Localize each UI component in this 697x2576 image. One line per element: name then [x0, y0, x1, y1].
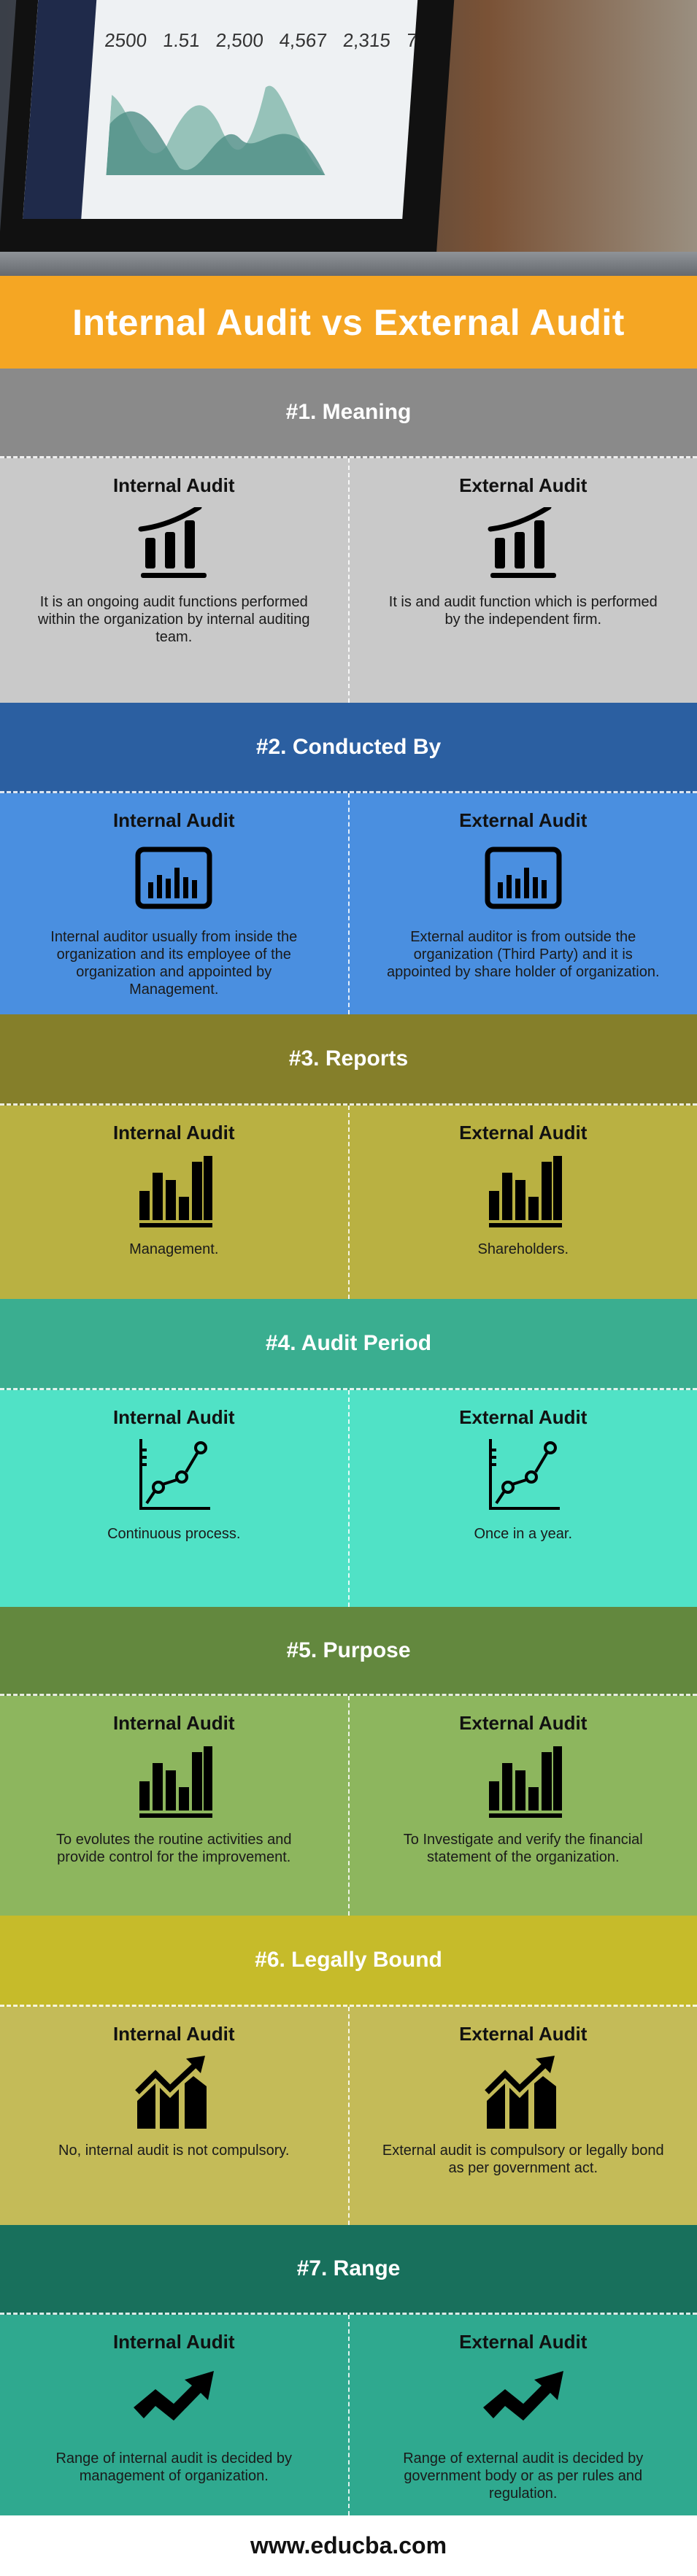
internal-audit-label: Internal Audit	[113, 1712, 235, 1735]
bar-chart-icon	[134, 1745, 214, 1818]
trend-arrow-bars-icon	[134, 2056, 214, 2129]
external-audit-description: It is and audit function which is perfor…	[381, 593, 666, 628]
line-graph-icon	[483, 1439, 563, 1512]
dashboard-sidebar	[23, 0, 96, 219]
dashboard-stat: 7,325	[406, 29, 417, 52]
internal-audit-label: Internal Audit	[113, 1406, 235, 1429]
internal-audit-description: It is an ongoing audit functions perform…	[31, 593, 316, 646]
comparison-section: #1. Meaning Internal Audit It is an ongoin…	[0, 369, 697, 703]
section-body: Internal Audit No, internal audit is not …	[0, 2007, 697, 2225]
comparison-section: #7. Range Internal Audit Range of internal…	[0, 2225, 697, 2515]
external-audit-label: External Audit	[459, 1122, 587, 1144]
internal-audit-column: Internal Audit Internal auditor usually f…	[0, 793, 350, 1014]
growth-curve-bars-icon	[483, 507, 563, 580]
section-heading: #3. Reports	[0, 1014, 697, 1106]
section-heading: #2. Conducted By	[0, 703, 697, 793]
internal-audit-label: Internal Audit	[113, 474, 235, 497]
internal-audit-description: To evolutes the routine activities and p…	[31, 1831, 316, 1866]
dashboard-stat: 1.51	[162, 29, 201, 52]
internal-audit-description: No, internal audit is not compulsory.	[58, 2142, 289, 2159]
external-audit-description: Shareholders.	[477, 1241, 569, 1258]
dashboard-stat: 2,500	[215, 29, 264, 52]
external-audit-column: External Audit Shareholders.	[350, 1106, 697, 1299]
section-heading: #1. Meaning	[0, 369, 697, 458]
comparison-section: #3. Reports Internal Audit Management. Exte…	[0, 1014, 697, 1299]
dashboard-stat: 2,315	[342, 29, 391, 52]
internal-audit-column: Internal Audit Continuous process.	[0, 1390, 350, 1607]
hero-photo-laptop-dashboard: 2500 1.51 2,500 4,567 2,315 7,325	[0, 0, 697, 276]
external-audit-column: External Audit To Investigate and verify …	[350, 1696, 697, 1916]
internal-audit-description: Management.	[129, 1241, 218, 1258]
section-body: Internal Audit It is an ongoing audit fun…	[0, 458, 697, 703]
monitor-chart-icon	[134, 842, 214, 915]
internal-audit-label: Internal Audit	[113, 2023, 235, 2045]
dashboard-stat: 2500	[104, 29, 147, 52]
dashboard-stat: 4,567	[279, 29, 328, 52]
area-chart-graphic	[106, 80, 331, 175]
section-body: Internal Audit Management. External Audit S…	[0, 1106, 697, 1299]
section-heading: #5. Purpose	[0, 1607, 697, 1696]
external-audit-label: External Audit	[459, 2331, 587, 2353]
section-body: Internal Audit Continuous process. Externa…	[0, 1390, 697, 1607]
internal-audit-description: Internal auditor usually from inside the…	[31, 928, 316, 998]
internal-audit-label: Internal Audit	[113, 1122, 235, 1144]
internal-audit-column: Internal Audit Range of internal audit is…	[0, 2315, 350, 2515]
comparison-section: #2. Conducted By Internal Audit Internal a…	[0, 703, 697, 1014]
page-title: Internal Audit vs External Audit	[0, 276, 697, 369]
internal-audit-column: Internal Audit It is an ongoing audit fun…	[0, 458, 350, 703]
bar-chart-icon	[483, 1154, 563, 1227]
comparison-section: #4. Audit Period Internal Audit Continuous…	[0, 1299, 697, 1607]
laptop-image: 2500 1.51 2,500 4,567 2,315 7,325	[0, 0, 455, 270]
section-heading: #7. Range	[0, 2225, 697, 2315]
external-audit-column: External Audit Range of external audit is…	[350, 2315, 697, 2515]
growth-curve-bars-icon	[134, 507, 214, 580]
line-graph-icon	[134, 1439, 214, 1512]
internal-audit-label: Internal Audit	[113, 809, 235, 832]
external-audit-label: External Audit	[459, 1712, 587, 1735]
external-audit-description: External auditor is from outside the org…	[381, 928, 666, 981]
internal-audit-label: Internal Audit	[113, 2331, 235, 2353]
external-audit-description: Once in a year.	[474, 1525, 572, 1543]
internal-audit-description: Continuous process.	[107, 1525, 240, 1543]
external-audit-column: External Audit It is and audit function w…	[350, 458, 697, 703]
external-audit-column: External Audit External audit is compulso…	[350, 2007, 697, 2225]
external-audit-column: External Audit External auditor is from o…	[350, 793, 697, 1014]
external-audit-label: External Audit	[459, 2023, 587, 2045]
internal-audit-description: Range of internal audit is decided by ma…	[31, 2450, 316, 2485]
external-audit-label: External Audit	[459, 809, 587, 832]
external-audit-column: External Audit Once in a year.	[350, 1390, 697, 1607]
monitor-chart-icon	[483, 842, 563, 915]
external-audit-description: To Investigate and verify the financial …	[381, 1831, 666, 1866]
section-heading: #4. Audit Period	[0, 1299, 697, 1390]
footer-website: www.educba.com	[0, 2515, 697, 2576]
external-audit-label: External Audit	[459, 1406, 587, 1429]
internal-audit-column: Internal Audit To evolutes the routine ac…	[0, 1696, 350, 1916]
section-heading: #6. Legally Bound	[0, 1916, 697, 2007]
comparison-section: #6. Legally Bound Internal Audit No, inter…	[0, 1916, 697, 2225]
section-body: Internal Audit Range of internal audit is…	[0, 2315, 697, 2515]
section-body: Internal Audit Internal auditor usually f…	[0, 793, 697, 1014]
external-audit-description: Range of external audit is decided by go…	[381, 2450, 666, 2502]
external-audit-label: External Audit	[459, 474, 587, 497]
dashboard-screen: 2500 1.51 2,500 4,567 2,315 7,325	[23, 0, 417, 219]
trend-arrow-bars-icon	[483, 2056, 563, 2129]
external-audit-description: External audit is compulsory or legally …	[381, 2142, 666, 2177]
section-body: Internal Audit To evolutes the routine ac…	[0, 1696, 697, 1916]
zigzag-arrow-icon	[134, 2364, 214, 2437]
internal-audit-column: Internal Audit Management.	[0, 1106, 350, 1299]
zigzag-arrow-icon	[483, 2364, 563, 2437]
bar-chart-icon	[483, 1745, 563, 1818]
internal-audit-column: Internal Audit No, internal audit is not …	[0, 2007, 350, 2225]
bar-chart-icon	[134, 1154, 214, 1227]
comparison-section: #5. Purpose Internal Audit To evolutes the…	[0, 1607, 697, 1916]
laptop-keyboard	[0, 252, 697, 276]
